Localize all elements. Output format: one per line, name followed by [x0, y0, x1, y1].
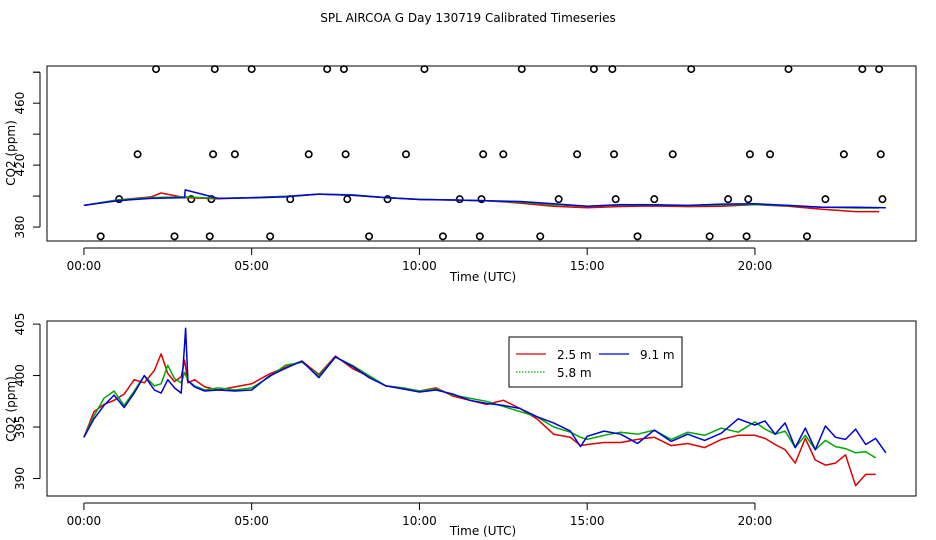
bottom-panel: 00:00 05:00 10:00 15:00 20:00 390 395 400 405 T…	[4, 313, 917, 538]
calibration-point	[383, 195, 392, 204]
bottom-x-tick-label: 10:00	[402, 514, 437, 528]
top-plot-frame	[46, 65, 917, 242]
bottom-x-tick-label: 00:00	[67, 514, 102, 528]
calibration-point	[821, 195, 830, 204]
calibration-point	[858, 65, 867, 74]
bottom-plot-frame	[46, 320, 917, 497]
calibration-point	[343, 195, 352, 204]
bottom-x-tick-label: 15:00	[570, 514, 605, 528]
calibration-point	[839, 150, 848, 159]
chart-title: SPL AIRCOA G Day 130719 Calibrated Times…	[320, 11, 615, 25]
top-x-axis-title: Time (UTC)	[449, 270, 516, 284]
calibration-point	[266, 232, 275, 241]
top-y-tick-label: 460	[13, 92, 27, 115]
calibration-point	[304, 150, 313, 159]
calibration-point	[323, 65, 332, 74]
calibration-point	[687, 65, 696, 74]
bottom-y-axis-title: CO2 (ppm)	[4, 376, 18, 442]
calibration-point	[455, 195, 464, 204]
calibration-point	[650, 195, 659, 204]
calibration-point	[438, 232, 447, 241]
top-y-tick-label: 420	[13, 154, 27, 177]
top-y-axis-title: CO2 (ppm)	[4, 120, 18, 186]
calibration-point	[479, 150, 488, 159]
calibration-point	[573, 150, 582, 159]
calibration-point	[517, 65, 526, 74]
calibration-point	[420, 65, 429, 74]
calibration-point	[742, 232, 751, 241]
calibration-point	[608, 65, 617, 74]
legend-box	[508, 336, 683, 388]
top-x-axis: 00:00 05:00 10:00 15:00 20:00	[67, 247, 773, 273]
calibration-point	[610, 150, 619, 159]
calibration-point	[611, 195, 620, 204]
top-x-tick-label: 15:00	[570, 259, 605, 273]
bottom-y-tick-label: 390	[13, 467, 27, 490]
top-y-tick-label: 380	[13, 216, 27, 239]
calibration-point	[96, 232, 105, 241]
bottom-series-line-9-1-m	[83, 327, 887, 454]
bottom-x-tick-label: 20:00	[738, 514, 773, 528]
calibration-point	[187, 195, 196, 204]
calibration-point	[724, 195, 733, 204]
top-x-tick-label: 20:00	[738, 259, 773, 273]
top-panel: 00:00 05:00 10:00 15:00 20:00 380 420 460 Time…	[4, 65, 917, 284]
bottom-y-axis: 390 395 400 405	[13, 313, 41, 490]
calibration-point	[133, 150, 142, 159]
bottom-x-tick-label: 05:00	[234, 514, 269, 528]
calibration-point	[802, 232, 811, 241]
bottom-y-tick-label: 405	[13, 313, 27, 336]
calibration-point	[499, 150, 508, 159]
bottom-y-tick-label: 400	[13, 364, 27, 387]
calibration-point	[230, 150, 239, 159]
legend-label-2-5m: 2.5 m	[557, 348, 592, 362]
calibration-point	[589, 65, 598, 74]
legend-label-5-8m: 5.8 m	[557, 366, 592, 380]
calibration-point	[536, 232, 545, 241]
calibration-point	[205, 232, 214, 241]
calibration-point	[475, 232, 484, 241]
top-series-line-9-1-m	[83, 189, 886, 209]
calibration-point	[477, 195, 486, 204]
top-series-lines	[83, 189, 886, 213]
calibration-point	[341, 150, 350, 159]
top-y-axis: 380 420 460	[13, 71, 41, 239]
calibration-point	[745, 150, 754, 159]
bottom-y-tick-label: 395	[13, 416, 27, 439]
calibration-point	[554, 195, 563, 204]
calibration-point	[705, 232, 714, 241]
calibration-point	[339, 65, 348, 74]
bottom-x-axis-title: Time (UTC)	[449, 524, 516, 538]
top-x-tick-label: 10:00	[402, 259, 437, 273]
calibration-point	[668, 150, 677, 159]
calibration-point	[170, 232, 179, 241]
calibration-point	[744, 195, 753, 204]
calibration-point	[209, 150, 218, 159]
legend-label-9-1m: 9.1 m	[640, 348, 675, 362]
calibration-point	[247, 65, 256, 74]
calibration-point	[878, 195, 887, 204]
calibration-point	[876, 150, 885, 159]
calibration-point	[365, 232, 374, 241]
calibration-point	[210, 65, 219, 74]
calibration-point	[152, 65, 161, 74]
top-x-tick-label: 05:00	[234, 259, 269, 273]
calibration-point	[633, 232, 642, 241]
legend: 2.5 m 9.1 m 5.8 m	[508, 336, 683, 388]
bottom-series-line-2-5-m	[83, 353, 876, 487]
calibration-point	[402, 150, 411, 159]
bottom-series-lines	[83, 327, 887, 487]
calibration-point	[766, 150, 775, 159]
top-x-tick-label: 00:00	[67, 259, 102, 273]
calibration-point	[784, 65, 793, 74]
calibration-point	[875, 65, 884, 74]
bottom-x-axis: 00:00 05:00 10:00 15:00 20:00	[67, 502, 773, 528]
